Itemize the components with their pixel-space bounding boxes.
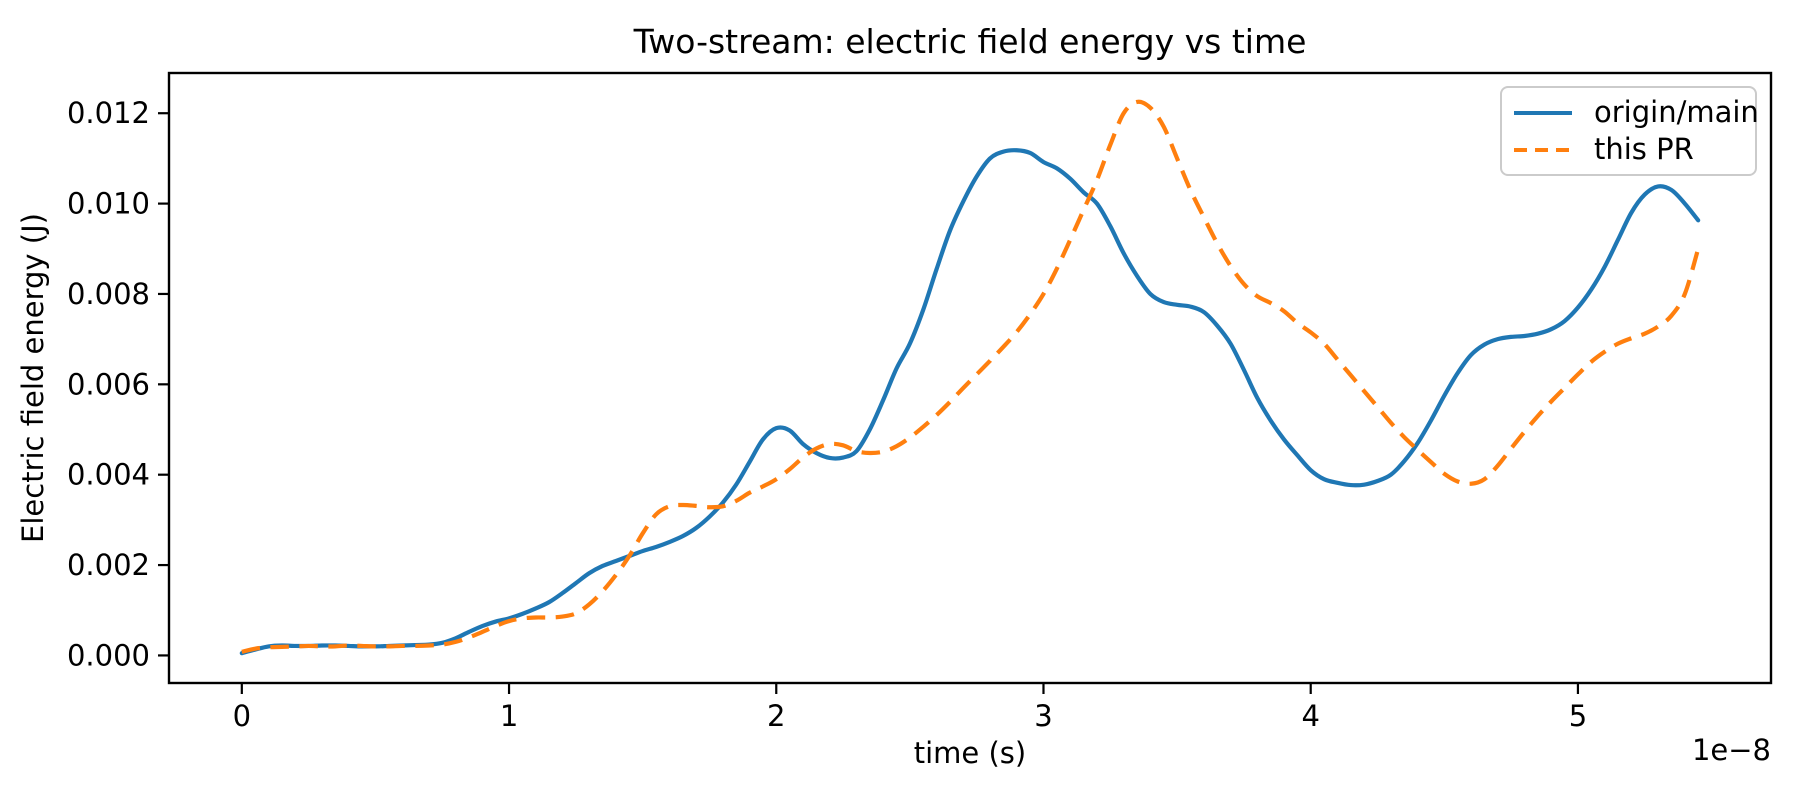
x-tick-label: 0 [233,699,251,733]
x-tick-label: 3 [1034,699,1052,733]
legend-entry-origin-main: origin/main [1514,98,1759,127]
y-tick-label: 0.012 [67,96,150,130]
y-axis-label: Electric field energy (J) [16,213,50,543]
axes-spines [167,71,1773,685]
legend-line-solid-icon [1514,110,1572,115]
y-tick-label: 0.006 [67,367,150,401]
x-tick-label: 4 [1301,699,1319,733]
legend-label: origin/main [1594,95,1759,129]
legend-line-dashed-icon [1514,147,1572,152]
x-tick-label: 2 [767,699,785,733]
series-line-this-pr [241,99,1701,654]
y-tick-label: 0.004 [67,458,150,492]
y-tick-label: 0.002 [67,548,150,582]
series-line-origin-main [239,148,1701,656]
legend-label: this PR [1594,132,1694,166]
x-tick-label: 1 [500,699,518,733]
chart-title: Two-stream: electric field energy vs tim… [633,22,1307,61]
legend-entry-this-pr: this PR [1514,135,1747,164]
y-tick-label: 0.010 [67,187,150,221]
legend: origin/main this PR [1500,86,1759,176]
y-tick-label: 0.000 [67,638,150,672]
x-tick-label: 5 [1569,699,1587,733]
x-axis-offset-text: 1e−8 [1691,733,1771,767]
y-tick-label: 0.008 [67,277,150,311]
x-axis-label: time (s) [913,736,1027,770]
